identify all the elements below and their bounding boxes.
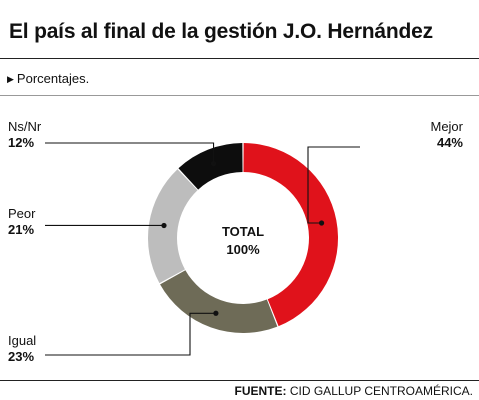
leader-lines <box>45 142 360 356</box>
slice-igual <box>160 270 278 333</box>
slice-value-mejor: 44% <box>437 135 463 150</box>
slice-value-peor: 21% <box>8 222 34 237</box>
leader-line-mejor <box>307 146 360 224</box>
source-text: CID GALLUP CENTROAMÉRICA. <box>286 384 473 398</box>
slice-mejor <box>243 143 338 327</box>
subtitle-text: Porcentajes. <box>16 71 90 86</box>
slice-label-igual: Igual <box>8 333 36 348</box>
slice-label-ns-nr: Ns/Nr <box>8 119 42 134</box>
donut-slices <box>147 143 338 333</box>
slice-value-ns-nr: 12% <box>8 135 34 150</box>
center-label: TOTAL <box>222 224 264 239</box>
leader-line-ns-nr <box>45 142 215 164</box>
center-value: 100% <box>226 242 260 257</box>
bottom-divider <box>0 380 479 381</box>
triangle-bullet-icon: ▶ <box>7 74 14 84</box>
top-divider <box>0 58 479 59</box>
slice-peor <box>147 169 198 284</box>
chart-title: El país al final de la gestión J.O. Hern… <box>9 20 433 43</box>
leader-line-igual <box>45 312 216 356</box>
slice-label-mejor: Mejor <box>430 119 463 134</box>
source-label: FUENTE: <box>234 384 287 398</box>
slice-ns-nr <box>178 143 243 190</box>
slice-value-igual: 23% <box>8 349 34 364</box>
source-note: FUENTE: CID GALLUP CENTROAMÉRICA. <box>235 384 473 398</box>
subtitle-divider <box>0 95 479 96</box>
chart-subtitle: ▶ Porcentajes. <box>7 71 89 86</box>
slice-label-peor: Peor <box>8 206 36 221</box>
